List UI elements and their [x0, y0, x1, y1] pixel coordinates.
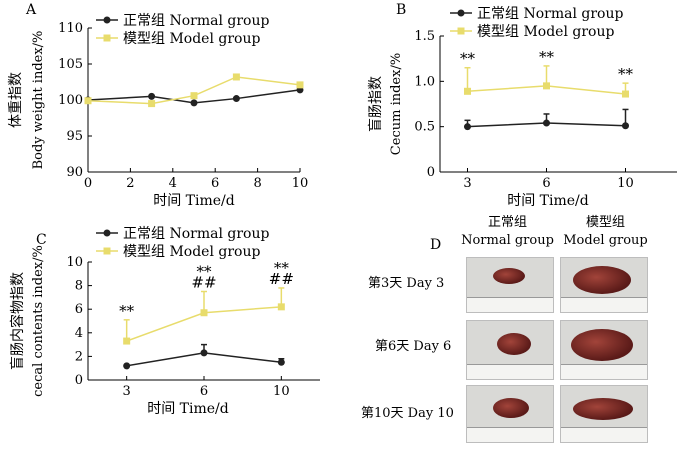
cecum-photo-model-day10	[560, 385, 648, 443]
data-point-model	[464, 87, 471, 95]
legend-label-model: 模型组 Model group	[123, 244, 260, 260]
data-point-normal	[277, 358, 285, 366]
x-tick-label: 3	[463, 176, 471, 191]
significance-mark: **	[539, 48, 555, 66]
y-axis-label-cn: 体重指数	[8, 72, 24, 128]
data-point-normal	[123, 362, 131, 370]
data-point-model	[148, 100, 156, 108]
data-point-normal	[200, 349, 208, 357]
y-tick-label: 1.5	[414, 29, 435, 44]
y-tick-label: 110	[58, 21, 83, 36]
data-point-model	[84, 97, 92, 105]
x-tick-label: 3	[123, 384, 131, 399]
y-axis-label-en: cecal contents index/%	[31, 245, 46, 397]
data-point-normal	[190, 99, 198, 107]
data-point-model	[200, 309, 208, 317]
panel-label-d: D	[430, 237, 442, 253]
cecum-photo-normal-day6	[466, 320, 554, 380]
x-tick-label: 10	[617, 176, 634, 191]
panel-d-row-label: 第10天 Day 10	[361, 406, 454, 421]
y-tick-label: 10	[66, 255, 83, 270]
x-tick-label: 10	[273, 384, 290, 399]
cecum-photo-normal-day10	[466, 385, 554, 443]
legend-label-normal: 正常组 Normal group	[477, 6, 623, 22]
panel-d-normal-cn: 正常组	[487, 215, 527, 230]
y-tick-label: 4	[75, 326, 83, 341]
y-tick-label: 0	[75, 373, 83, 388]
data-point-normal	[464, 123, 471, 131]
panel-d-model-en: Model group	[563, 233, 648, 248]
legend-label-model: 模型组 Model group	[123, 31, 260, 47]
y-axis-label-en: Body weight index/%	[31, 31, 46, 170]
legend-marker-normal	[103, 16, 111, 24]
panel-d-model-cn: 模型组	[585, 215, 625, 230]
x-tick-label: 10	[292, 176, 309, 191]
legend-marker-model	[103, 34, 111, 42]
significance-mark: **	[197, 263, 213, 281]
y-tick-label: 90	[66, 165, 83, 180]
data-point-normal	[622, 122, 629, 130]
cecum-photo-model-day3	[560, 257, 648, 313]
x-tick-label: 6	[542, 176, 550, 191]
legend-marker-normal	[457, 9, 465, 17]
x-tick-label: 2	[126, 176, 134, 191]
cecum-photo-normal-day3	[466, 257, 554, 313]
data-point-normal	[543, 119, 550, 127]
data-point-model	[622, 90, 629, 98]
data-point-model	[543, 82, 550, 90]
x-tick-label: 6	[211, 176, 219, 191]
significance-mark: **	[460, 50, 476, 68]
y-tick-label: 2	[75, 349, 83, 364]
y-tick-label: 105	[58, 57, 83, 72]
y-tick-label: 6	[75, 302, 83, 317]
y-tick-label: 0	[427, 165, 435, 180]
significance-mark: **	[618, 65, 634, 83]
data-point-model	[277, 303, 285, 311]
data-point-model	[232, 73, 240, 81]
legend-label-normal: 正常组 Normal group	[123, 13, 269, 29]
legend-label-normal: 正常组 Normal group	[123, 226, 269, 242]
cecum-photo-model-day6	[560, 320, 648, 380]
panel-d-row-label: 第6天 Day 6	[375, 339, 452, 354]
panel-label: A	[25, 2, 37, 18]
legend-marker-model	[103, 247, 111, 255]
y-tick-label: 0.5	[414, 120, 435, 135]
panel-d-normal-en: Normal group	[461, 233, 554, 248]
data-point-model	[296, 81, 304, 89]
x-axis-label: 时间 Time/d	[507, 193, 589, 209]
significance-mark: ##	[191, 274, 216, 292]
data-point-model	[123, 337, 131, 345]
legend-marker-normal	[103, 229, 111, 237]
y-axis-label-en: Cecum index/%	[389, 53, 404, 155]
x-tick-label: 4	[169, 176, 177, 191]
panel-label: B	[396, 2, 406, 18]
y-tick-label: 8	[75, 279, 83, 294]
x-tick-label: 6	[200, 384, 208, 399]
panel-d-row-label: 第3天 Day 3	[368, 276, 445, 291]
panel-d-normal-header: 正常组 Normal group	[460, 214, 555, 250]
data-point-normal	[232, 95, 240, 103]
x-tick-label: 0	[84, 176, 92, 191]
y-axis-label-cn: 盲肠内容物指数	[9, 272, 26, 370]
data-point-model	[190, 92, 198, 100]
y-tick-label: 95	[66, 129, 83, 144]
y-axis-label-cn: 盲肠指数	[367, 76, 384, 132]
y-tick-label: 1.0	[414, 74, 435, 89]
legend-marker-model	[457, 27, 465, 35]
x-axis-label: 时间 Time/d	[153, 193, 235, 209]
data-point-normal	[148, 92, 156, 100]
panel-d-model-header: 模型组 Model group	[558, 214, 653, 250]
y-tick-label: 100	[58, 93, 83, 108]
x-axis-label: 时间 Time/d	[147, 401, 229, 417]
significance-mark: **	[119, 302, 135, 320]
x-tick-label: 8	[253, 176, 261, 191]
panel-label: C	[36, 232, 47, 248]
significance-mark: **	[274, 259, 290, 277]
significance-mark: ##	[269, 270, 294, 288]
legend-label-model: 模型组 Model group	[477, 24, 614, 40]
